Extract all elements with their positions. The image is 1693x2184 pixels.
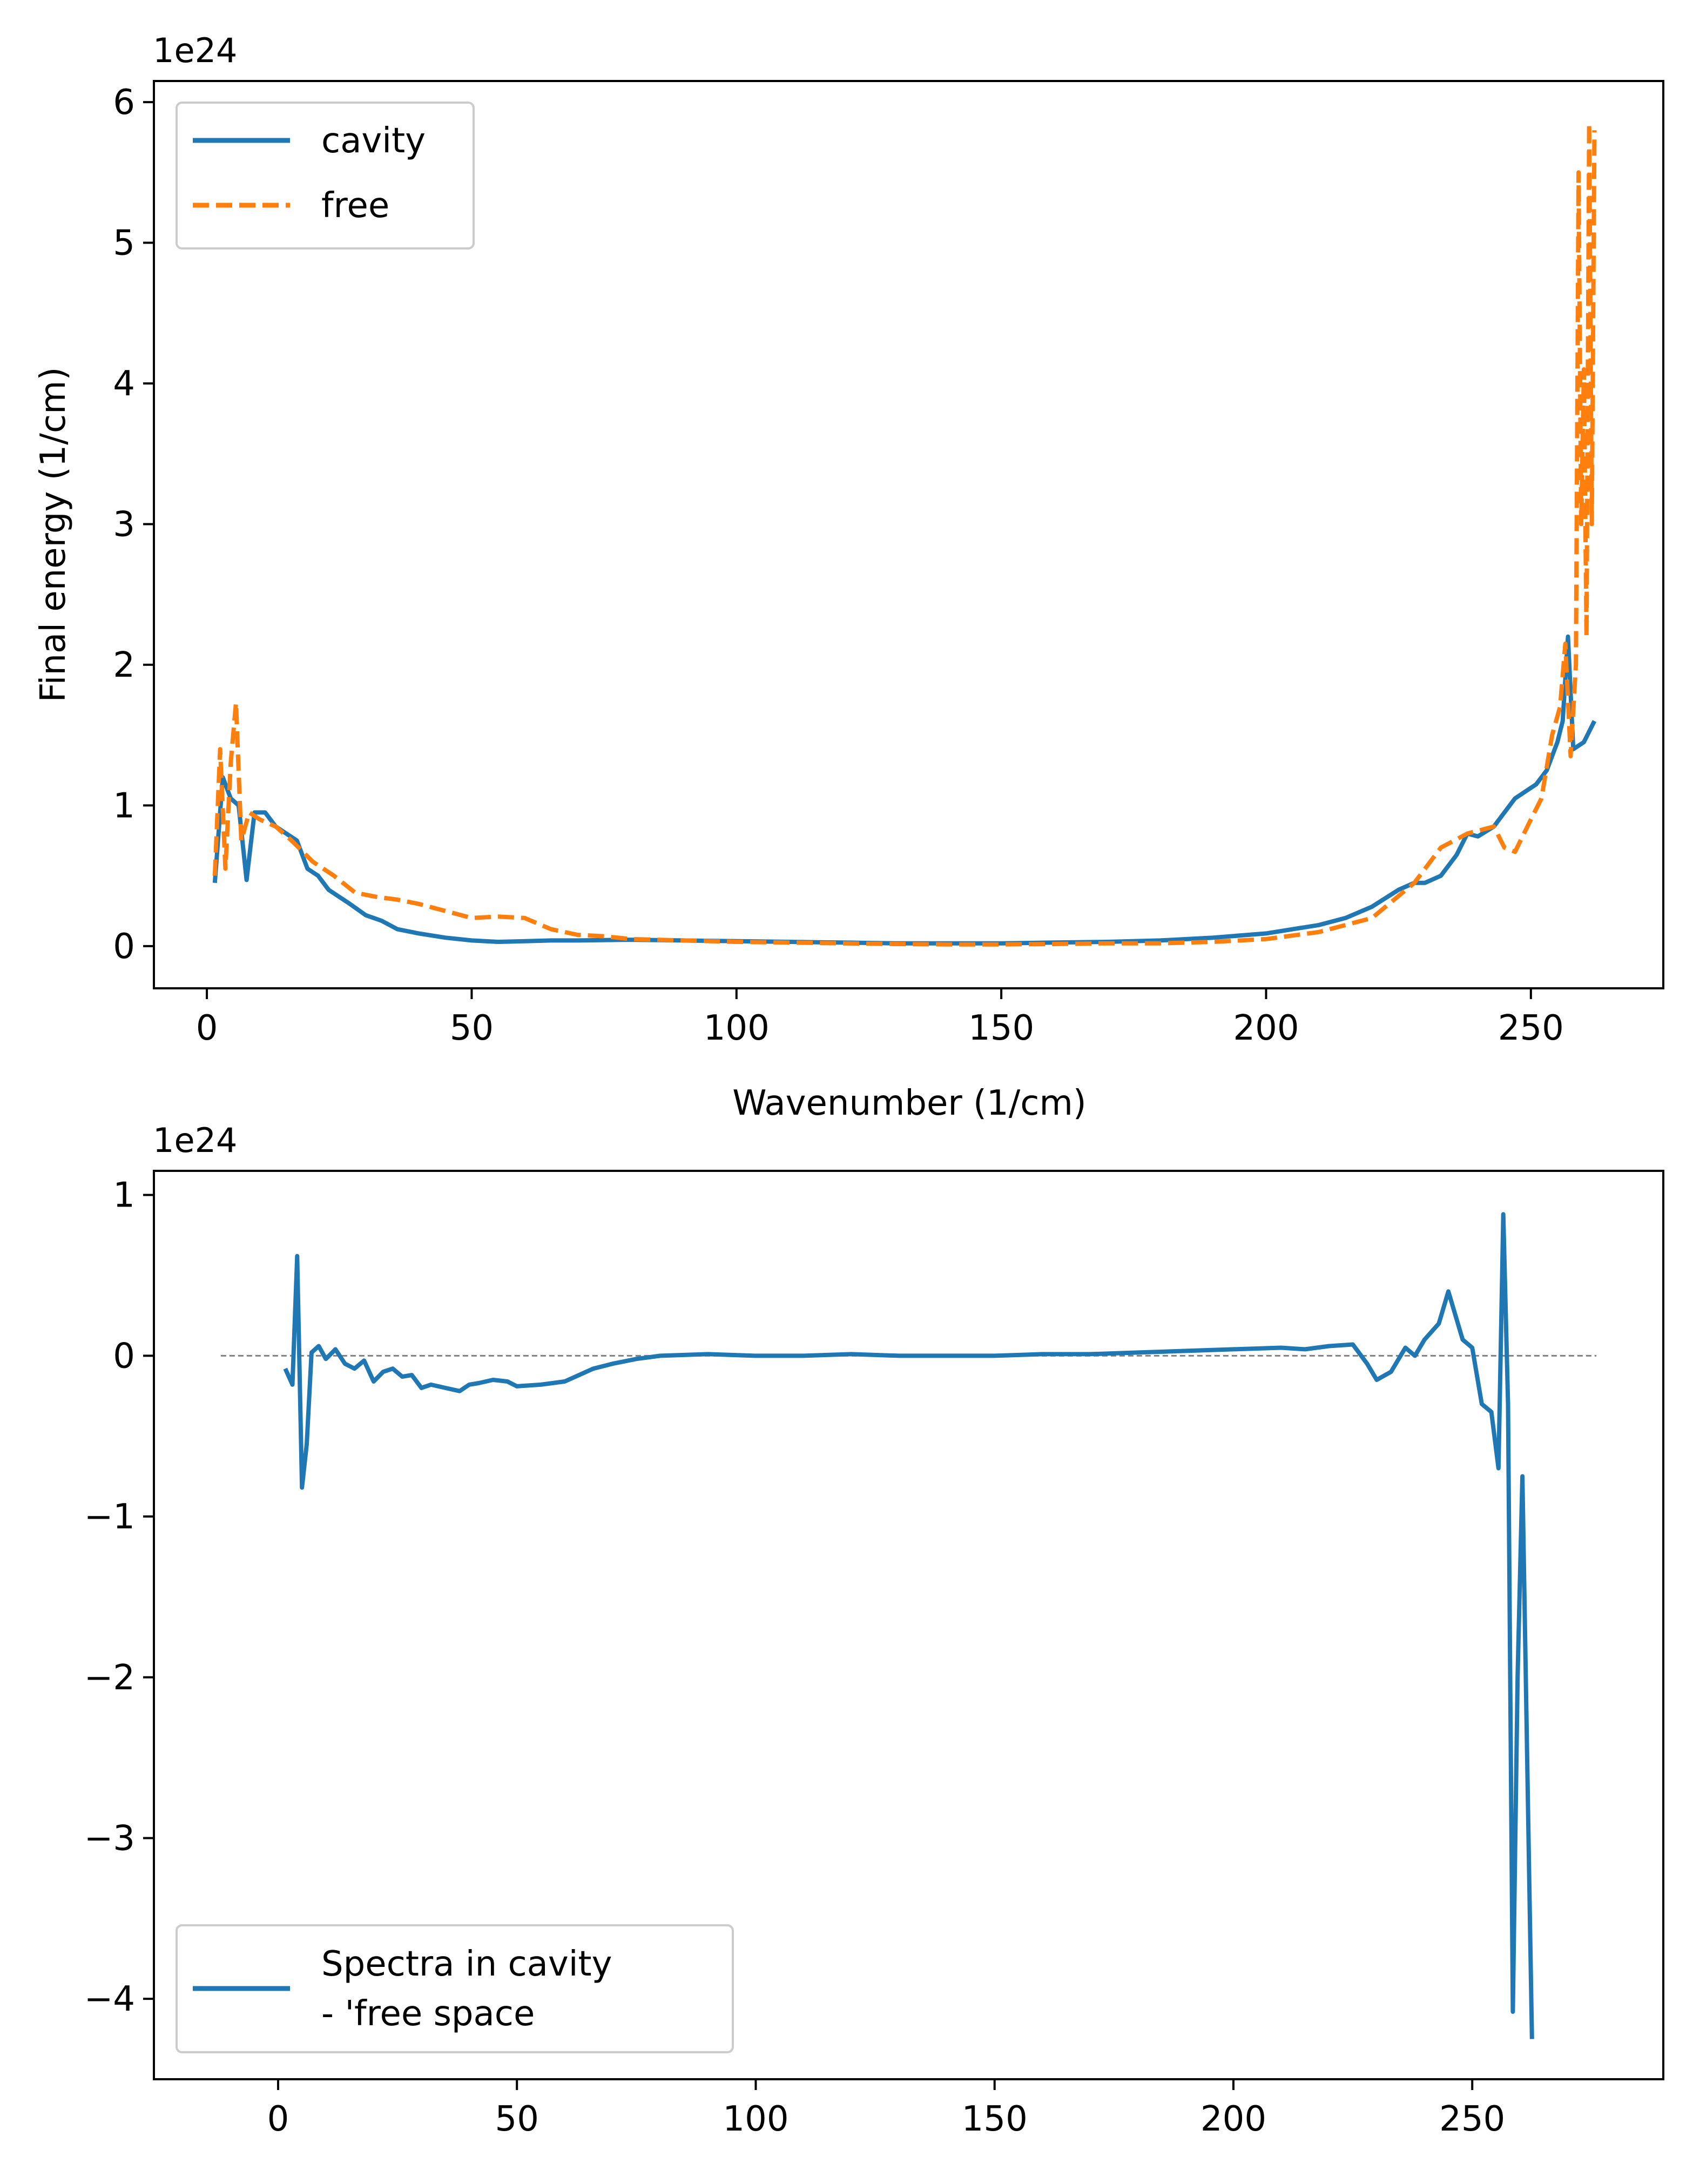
top-y-tick-label: 3: [113, 504, 135, 544]
bottom-x-tick-label: 100: [723, 2099, 788, 2139]
bottom-series-lines: [283, 1212, 1534, 2039]
top-legend-label-cavity: cavity: [321, 121, 426, 161]
bottom-chart-panel: 1e24 0 50 100 150 200 250 1 0 −1 −2 −3 −4 Spectra …: [84, 1121, 1664, 2139]
bottom-legend-label-line-1: Spectra in cavity: [321, 1944, 612, 1984]
top-series-lines: [212, 121, 1597, 947]
bottom-legend-box: [176, 1924, 734, 2053]
bottom-y-tick-label: −1: [84, 1497, 135, 1537]
top-plot-frame: [153, 80, 1664, 989]
top-series-line-2: [212, 121, 1597, 947]
bottom-legend: Spectra in cavity - 'free space: [176, 1924, 734, 2053]
bottom-y-ticks: 1 0 −1 −2 −3 −4: [84, 1176, 154, 2019]
top-x-ticks: 0 50 100 150 200 250: [196, 988, 1564, 1048]
bottom-series-line-1: [283, 1212, 1534, 2039]
top-y-axis-label: Final energy (1/cm): [33, 367, 73, 703]
top-y-ticks: 0 1 2 3 4 5 6: [113, 83, 154, 967]
bottom-axis-offset-label: 1e24: [153, 1121, 237, 1160]
top-x-tick-label: 250: [1498, 1008, 1564, 1048]
bottom-x-tick-label: 0: [267, 2099, 289, 2139]
top-y-tick-label: 5: [113, 224, 135, 264]
top-legend: cavity free: [176, 102, 475, 250]
top-y-tick-label: 1: [113, 786, 135, 826]
bottom-plot-frame: [153, 1170, 1664, 2080]
top-y-tick-label: 2: [113, 645, 135, 685]
bottom-x-tick-label: 200: [1200, 2099, 1266, 2139]
bottom-y-tick-label: −2: [84, 1658, 135, 1698]
top-x-axis-label: Wavenumber (1/cm): [732, 1083, 1087, 1123]
top-x-tick-label: 50: [450, 1008, 494, 1048]
bottom-y-tick-label: 1: [113, 1176, 135, 1216]
top-x-tick-label: 200: [1233, 1008, 1299, 1048]
top-y-tick-label: 6: [113, 83, 135, 123]
top-x-tick-label: 150: [968, 1008, 1034, 1048]
bottom-y-tick-label: 0: [113, 1336, 135, 1376]
bottom-legend-label-line-2: - 'free space: [321, 1994, 535, 2034]
top-y-tick-label: 4: [113, 364, 135, 404]
bottom-y-tick-label: −4: [84, 1979, 135, 2019]
top-x-tick-label: 0: [196, 1008, 218, 1048]
top-y-tick-label: 0: [113, 927, 135, 967]
bottom-x-tick-label: 250: [1439, 2099, 1505, 2139]
bottom-x-tick-label: 150: [962, 2099, 1028, 2139]
bottom-x-tick-label: 50: [495, 2099, 538, 2139]
bottom-x-ticks: 0 50 100 150 200 250: [267, 2079, 1505, 2139]
bottom-y-tick-label: −3: [84, 1818, 135, 1858]
top-x-tick-label: 100: [704, 1008, 770, 1048]
top-axis-offset-label: 1e24: [153, 31, 237, 70]
top-chart-panel: 1e24 Final energy (1/cm) Wavenumber (1/c…: [33, 31, 1664, 1123]
top-legend-label-free: free: [321, 186, 389, 226]
